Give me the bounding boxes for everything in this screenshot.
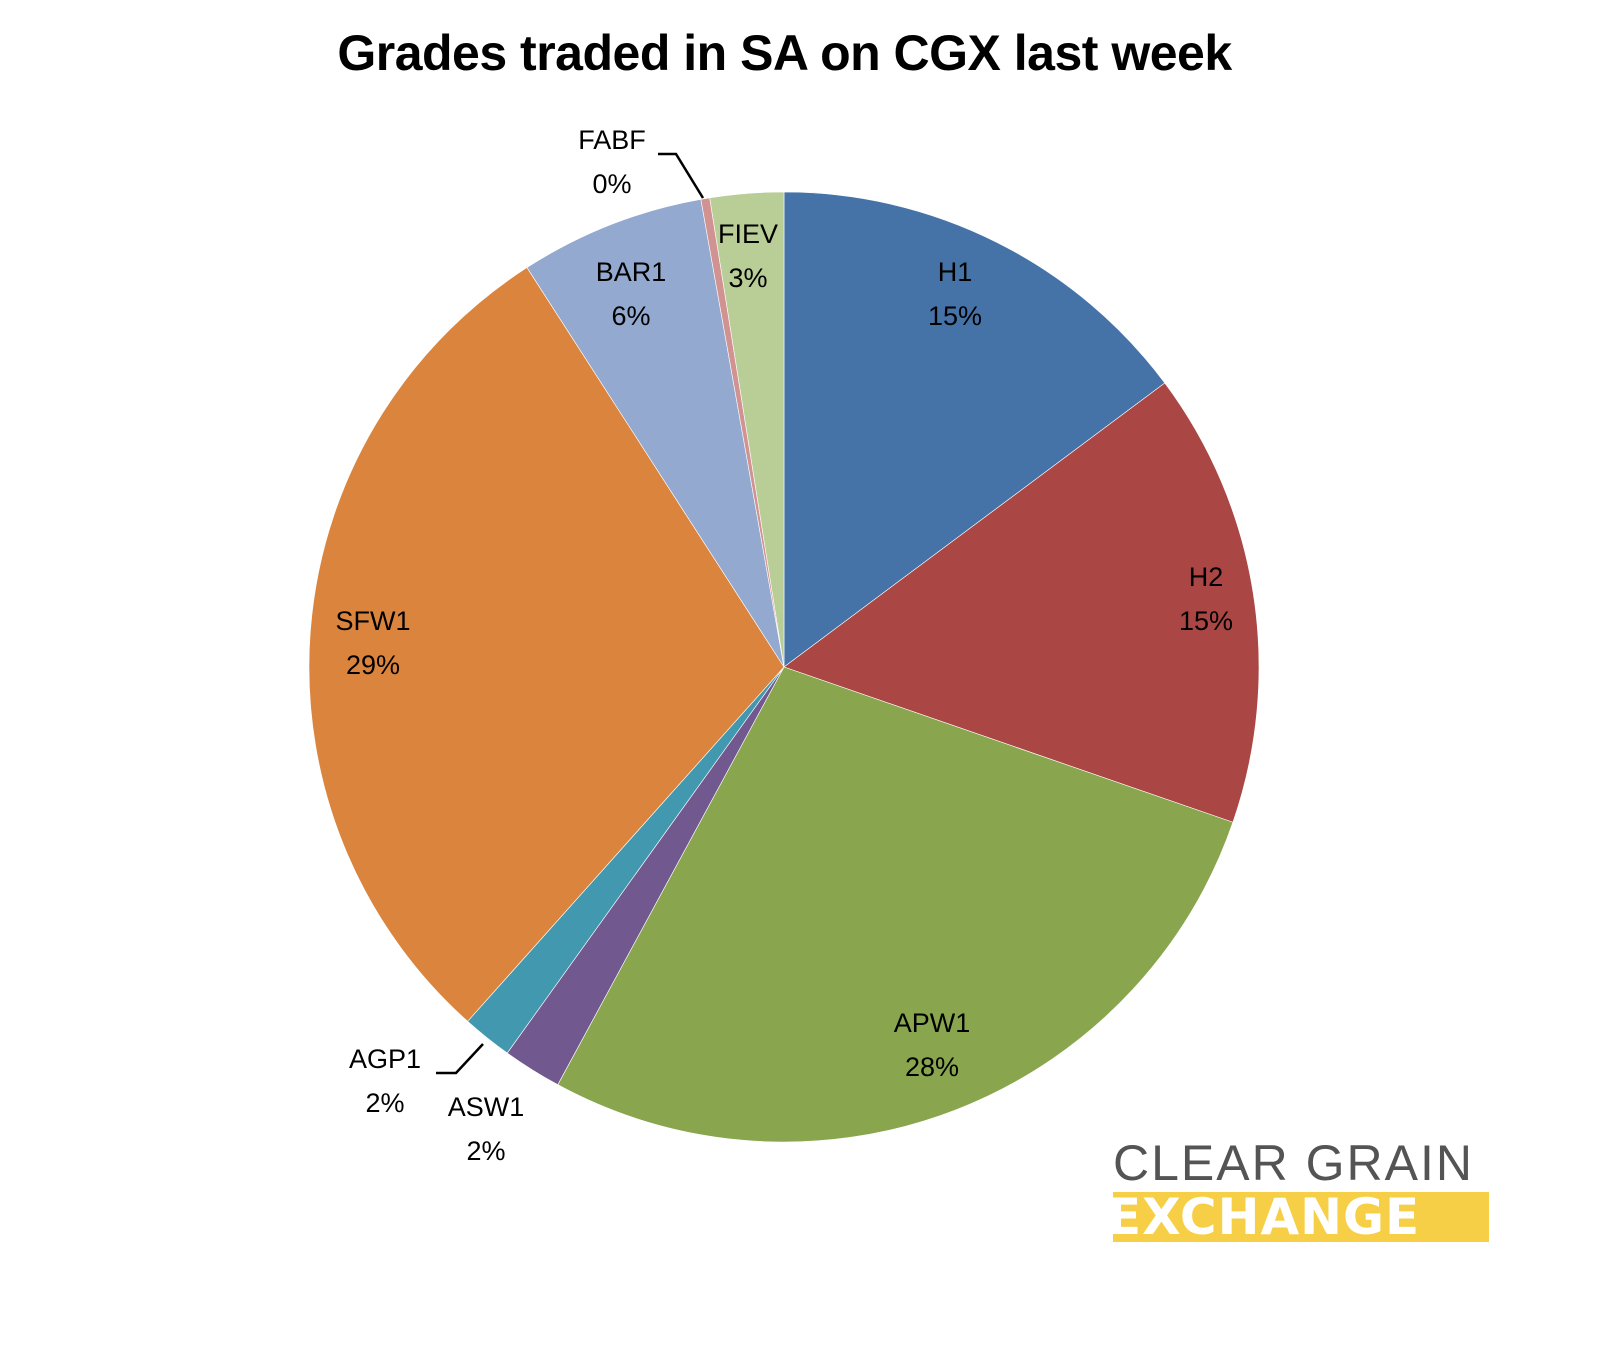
label-h1-name: H1 xyxy=(938,257,973,287)
leader-lines xyxy=(436,152,705,1075)
pie-slice-h1 xyxy=(783,191,1166,668)
pie-slice-bar1 xyxy=(526,198,785,668)
leader-line-fabf xyxy=(658,152,705,199)
label-apw1-pct: 28% xyxy=(905,1052,959,1082)
label-h2-name: H2 xyxy=(1189,562,1224,592)
pie-slice-fiev xyxy=(709,191,785,668)
label-h2-pct: 15% xyxy=(1179,606,1233,636)
label-agp1-name: AGP1 xyxy=(349,1044,421,1074)
label-asw1-name: ASW1 xyxy=(448,1092,525,1122)
label-bar1-pct: 6% xyxy=(611,301,650,331)
label-bar1-name: BAR1 xyxy=(596,257,667,287)
data-labels: H1 15% H2 15% APW1 28% ASW1 2% AGP1 2% S… xyxy=(335,125,1233,1166)
label-h1-pct: 15% xyxy=(928,301,982,331)
label-fiev-pct: 3% xyxy=(728,263,767,293)
label-fabf-pct: 0% xyxy=(592,169,631,199)
pie-slices xyxy=(308,191,1260,1143)
label-sfw1-pct: 29% xyxy=(346,650,400,680)
pie-slice-h2 xyxy=(783,382,1260,823)
label-sfw1-name: SFW1 xyxy=(335,606,410,636)
label-fabf-name: FABF xyxy=(578,125,646,155)
label-agp1-pct: 2% xyxy=(365,1088,404,1118)
label-apw1-name: APW1 xyxy=(894,1008,971,1038)
clear-grain-exchange-logo: CLEAR GRAIN EXCHANGE xyxy=(1113,1138,1489,1242)
pie-slice-sfw1 xyxy=(308,267,785,1022)
logo-line-2: EXCHANGE xyxy=(1113,1192,1489,1242)
chart-title: Grades traded in SA on CGX last week xyxy=(337,25,1232,81)
pie-slice-apw1 xyxy=(557,666,1234,1143)
leader-line-agp1 xyxy=(436,1043,484,1075)
label-fiev-name: FIEV xyxy=(718,219,778,249)
label-asw1-pct: 2% xyxy=(466,1136,505,1166)
logo-line-1: CLEAR GRAIN xyxy=(1113,1135,1474,1191)
